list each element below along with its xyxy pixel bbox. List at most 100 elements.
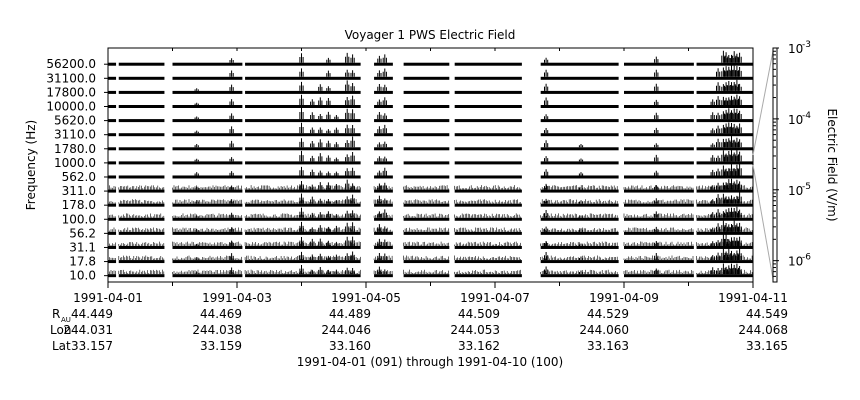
x-tick-label: 1991-04-05 [331, 291, 401, 305]
channel-trace [374, 105, 393, 108]
channel-trace [245, 260, 361, 264]
channel-trace [172, 274, 243, 278]
ephem-lon-value: 244.031 [63, 323, 113, 337]
channel-trace [454, 76, 522, 80]
x-ticks: 1991-04-01 1991-04-03 1991-04-05 1991-04-07… [73, 48, 788, 305]
channel-trace [403, 119, 450, 123]
ephem-lon-value: 244.060 [579, 323, 629, 337]
frequency-label: 17.8 [69, 255, 96, 269]
channel-trace [172, 147, 243, 151]
channel-trace [108, 105, 117, 108]
channel-noise [172, 227, 242, 232]
channel-trace [454, 90, 522, 94]
plot-layer [107, 50, 753, 278]
channel-trace [374, 147, 393, 151]
channel-trace [624, 105, 694, 108]
channel-noise [623, 185, 694, 190]
channel-trace [696, 133, 753, 137]
colorbar-tick-exponent: -5 [802, 182, 811, 192]
channel-trace [624, 203, 694, 207]
channel-trace [540, 161, 619, 165]
ephem-r-value: 44.449 [71, 307, 113, 321]
channel-trace [245, 175, 361, 179]
channel-noise [118, 269, 165, 275]
channel-trace [245, 105, 361, 108]
ephem-row-label-r-sub: AU [61, 316, 71, 324]
ephem-lon-value: 244.068 [738, 323, 788, 337]
channel-noise [623, 255, 694, 261]
x-tick-label: 1991-04-07 [460, 291, 530, 305]
channel-trace [108, 245, 117, 249]
ephem-lat-value: 33.165 [746, 339, 788, 353]
burst-mark [334, 114, 339, 275]
burst-mark [350, 54, 355, 275]
channel-noise [623, 227, 694, 232]
chart-title: Voyager 1 PWS Electric Field [345, 28, 516, 42]
channel-trace [454, 217, 522, 221]
channel-trace [172, 105, 243, 108]
channel-trace [454, 274, 522, 278]
channel-trace [540, 62, 619, 66]
channel-trace [624, 90, 694, 94]
burst-mark [310, 99, 315, 275]
channel-trace [118, 231, 165, 235]
ephem-row-label-lon: Lon [50, 323, 71, 337]
channel-trace [118, 274, 165, 278]
channel-noise [403, 199, 449, 204]
channel-noise [623, 241, 694, 246]
colorbar-tick-exponent: -6 [802, 253, 811, 263]
colorbar-tick-exponent: -4 [802, 111, 811, 121]
channel-noise [403, 227, 449, 232]
burst-mark [194, 88, 199, 275]
channel-trace [118, 203, 165, 207]
channel-trace [108, 90, 117, 94]
channel-noise [118, 199, 165, 204]
channel-trace [540, 90, 619, 94]
channel-trace [245, 231, 361, 235]
channel-trace [118, 105, 165, 108]
channel-trace [374, 189, 393, 193]
channel-trace [454, 175, 522, 179]
channel-trace [624, 189, 694, 193]
channel-trace [245, 90, 361, 94]
frequency-label: 1780.0 [54, 142, 96, 156]
channel-trace [245, 203, 361, 207]
channel-trace [108, 274, 117, 278]
channel-noise [403, 269, 449, 275]
channel-trace [403, 62, 450, 66]
channel-trace [624, 231, 694, 235]
channel-trace [374, 260, 393, 264]
frequency-label: 56200.0 [46, 57, 96, 71]
channel-trace [540, 147, 619, 151]
channel-trace [624, 147, 694, 151]
channel-trace [172, 189, 243, 193]
channel-noise [107, 214, 116, 218]
ephem-r-value: 44.489 [329, 307, 371, 321]
channel-trace [454, 147, 522, 151]
channel-trace [696, 189, 753, 193]
frequency-label: 31100.0 [46, 71, 96, 85]
channel-trace [172, 76, 243, 80]
channel-trace [118, 133, 165, 137]
channel-trace [118, 245, 165, 249]
burst-mark [318, 84, 323, 275]
x-axis-label: 1991-04-01 (091) through 1991-04-10 (100… [297, 355, 563, 369]
ephem-row-label-r: R [52, 307, 60, 321]
burst-mark [578, 143, 584, 275]
channel-trace [696, 76, 753, 80]
ephem-row-label-lat: Lat [52, 339, 71, 353]
channel-trace [696, 90, 753, 94]
x-tick-label: 1991-04-09 [589, 291, 659, 305]
channel-trace [403, 217, 450, 221]
channel-trace [403, 189, 450, 193]
channel-trace [374, 133, 393, 137]
colorbar-tick-exponent: -3 [802, 40, 811, 50]
channel-trace [172, 62, 243, 66]
ephem-r-value: 44.549 [746, 307, 788, 321]
channel-trace [454, 260, 522, 264]
channel-trace [374, 119, 393, 123]
burst-mark [299, 53, 304, 275]
channel-noise [118, 241, 165, 246]
channel-trace [118, 62, 165, 66]
channel-trace [696, 217, 753, 221]
